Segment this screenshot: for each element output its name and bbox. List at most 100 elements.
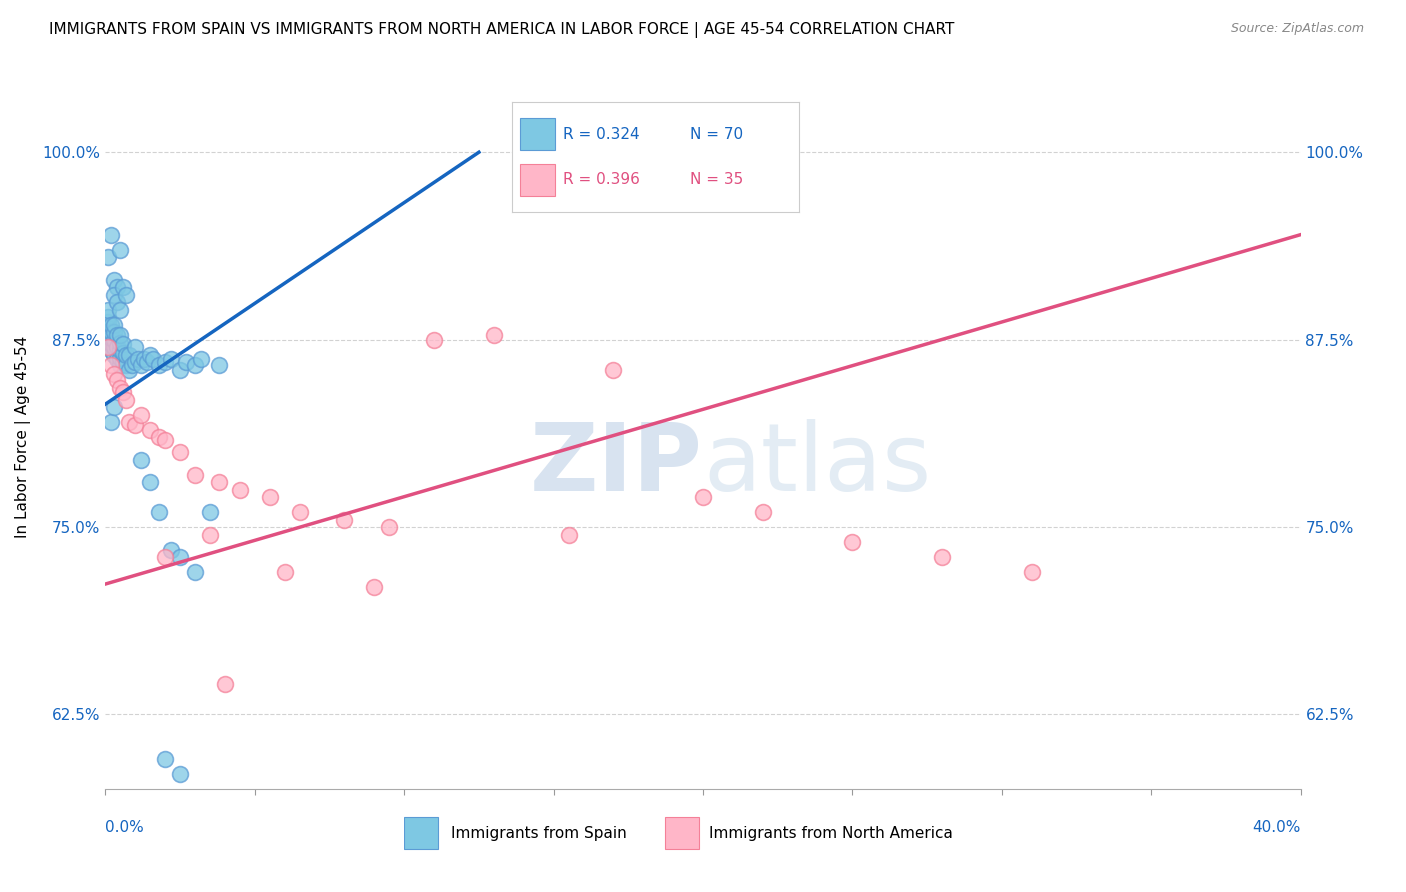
Point bbox=[110, 335, 132, 350]
Point bbox=[198, 527, 221, 541]
Point bbox=[107, 340, 129, 354]
Point bbox=[107, 328, 129, 343]
Point bbox=[97, 250, 120, 264]
Point bbox=[100, 325, 122, 339]
Point bbox=[110, 328, 132, 343]
Point bbox=[97, 340, 120, 354]
Point bbox=[97, 333, 120, 347]
Point bbox=[142, 352, 165, 367]
Y-axis label: In Labor Force | Age 45-54: In Labor Force | Age 45-54 bbox=[15, 336, 31, 538]
Point bbox=[107, 295, 129, 310]
Point bbox=[169, 362, 191, 376]
Point bbox=[112, 337, 135, 351]
Point bbox=[107, 280, 129, 294]
Point bbox=[103, 318, 125, 332]
Text: atlas: atlas bbox=[703, 419, 931, 511]
Point bbox=[107, 352, 129, 367]
Point bbox=[139, 423, 162, 437]
Point bbox=[557, 527, 579, 541]
Point bbox=[118, 348, 141, 362]
Point bbox=[110, 302, 132, 317]
Point bbox=[155, 549, 177, 564]
Point bbox=[148, 505, 170, 519]
Point bbox=[110, 243, 132, 257]
Point bbox=[100, 415, 122, 429]
Point bbox=[97, 310, 120, 325]
Point bbox=[423, 333, 446, 347]
Point bbox=[129, 408, 153, 422]
Point bbox=[103, 325, 125, 339]
Point bbox=[208, 475, 231, 489]
Point bbox=[214, 677, 236, 691]
Point bbox=[136, 355, 159, 369]
Point bbox=[100, 337, 122, 351]
Point bbox=[112, 385, 135, 400]
Point bbox=[103, 348, 125, 362]
Point bbox=[97, 325, 120, 339]
Point bbox=[97, 340, 120, 354]
Point bbox=[97, 302, 120, 317]
Point bbox=[115, 348, 138, 362]
Point bbox=[155, 752, 177, 766]
Point bbox=[378, 520, 401, 534]
Point bbox=[124, 340, 146, 354]
Point bbox=[169, 549, 191, 564]
Point bbox=[121, 358, 143, 372]
Point bbox=[129, 358, 153, 372]
Point bbox=[160, 352, 183, 367]
Point bbox=[103, 367, 125, 381]
Text: IMMIGRANTS FROM SPAIN VS IMMIGRANTS FROM NORTH AMERICA IN LABOR FORCE | AGE 45-5: IMMIGRANTS FROM SPAIN VS IMMIGRANTS FROM… bbox=[49, 22, 955, 38]
Point bbox=[97, 320, 120, 334]
Point bbox=[103, 287, 125, 301]
Point bbox=[169, 767, 191, 781]
Point bbox=[155, 433, 177, 447]
Point bbox=[482, 328, 505, 343]
Point bbox=[110, 358, 132, 372]
Point bbox=[118, 362, 141, 376]
Point bbox=[155, 355, 177, 369]
Point bbox=[363, 580, 385, 594]
Point bbox=[124, 418, 146, 433]
Point bbox=[333, 512, 356, 526]
Point bbox=[112, 280, 135, 294]
Text: 40.0%: 40.0% bbox=[1253, 820, 1301, 835]
Point bbox=[100, 318, 122, 332]
Point bbox=[190, 352, 212, 367]
Point bbox=[184, 565, 207, 579]
Point bbox=[115, 392, 138, 407]
Point bbox=[288, 505, 311, 519]
Point bbox=[124, 355, 146, 369]
Point bbox=[751, 505, 773, 519]
Text: Source: ZipAtlas.com: Source: ZipAtlas.com bbox=[1230, 22, 1364, 36]
Point bbox=[273, 565, 295, 579]
Point bbox=[107, 373, 129, 387]
Point bbox=[110, 351, 132, 365]
Point bbox=[169, 445, 191, 459]
Point bbox=[148, 430, 170, 444]
Point bbox=[139, 348, 162, 362]
Text: ZIP: ZIP bbox=[530, 419, 703, 511]
Point bbox=[112, 355, 135, 369]
Point bbox=[110, 381, 132, 395]
Point bbox=[160, 542, 183, 557]
Point bbox=[841, 535, 863, 549]
Point bbox=[139, 475, 162, 489]
Point bbox=[931, 549, 953, 564]
Point bbox=[602, 362, 624, 376]
Point bbox=[1021, 565, 1043, 579]
Point bbox=[208, 358, 231, 372]
Point bbox=[692, 490, 714, 504]
Point bbox=[110, 343, 132, 358]
Point bbox=[198, 505, 221, 519]
Point bbox=[115, 287, 138, 301]
Text: 0.0%: 0.0% bbox=[105, 820, 145, 835]
Point bbox=[148, 358, 170, 372]
Point bbox=[129, 452, 153, 467]
Point bbox=[184, 358, 207, 372]
Point bbox=[103, 400, 125, 414]
Point bbox=[174, 355, 197, 369]
Point bbox=[134, 352, 156, 367]
Point bbox=[100, 358, 122, 372]
Point bbox=[103, 333, 125, 347]
Point bbox=[112, 346, 135, 360]
